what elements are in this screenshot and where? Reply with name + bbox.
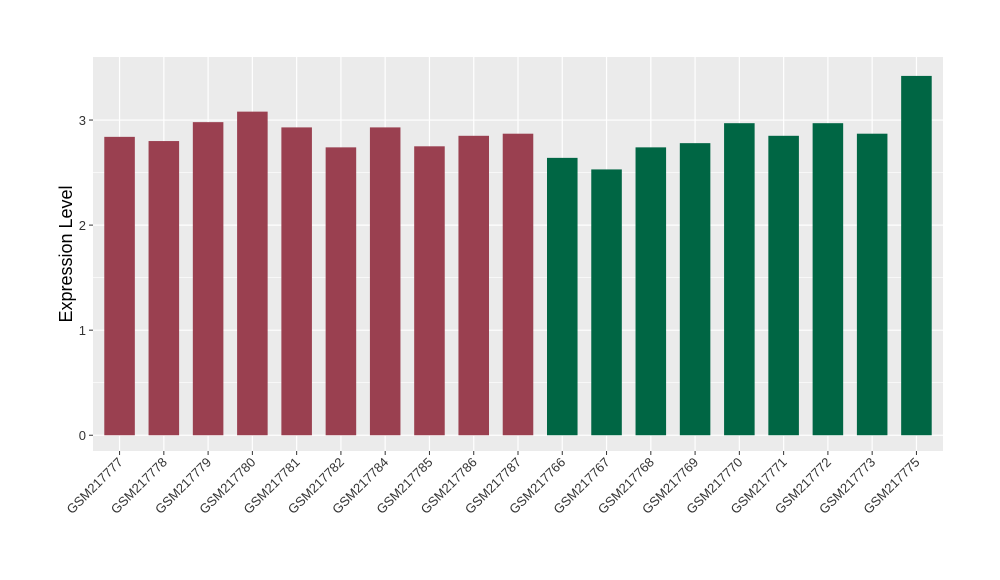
bar-GSM217769 xyxy=(679,143,711,436)
bar-GSM217784 xyxy=(369,127,401,436)
bar-GSM217771 xyxy=(768,135,799,436)
bar-GSM217770 xyxy=(724,123,755,436)
y-axis-ticks: 0 1 2 3 xyxy=(79,113,93,443)
bar-GSM217779 xyxy=(192,122,224,436)
bar-GSM217781 xyxy=(281,127,312,436)
bar-GSM217772 xyxy=(812,123,844,436)
bar-GSM217766 xyxy=(546,157,578,436)
bars xyxy=(104,75,932,436)
y-tick-label: 0 xyxy=(79,428,86,443)
y-axis-label: Expression Level xyxy=(56,185,76,322)
bar-GSM217767 xyxy=(591,169,622,436)
bar-GSM217773 xyxy=(856,133,888,436)
bar-GSM217785 xyxy=(414,146,445,436)
y-tick-label: 1 xyxy=(79,323,86,338)
bar-GSM217787 xyxy=(502,133,534,436)
x-axis-ticks: GSM217777GSM217778GSM217779GSM217780GSM2… xyxy=(63,451,923,517)
bar-GSM217782 xyxy=(325,147,357,436)
bar-GSM217786 xyxy=(458,135,490,436)
bar-GSM217777 xyxy=(104,136,135,436)
bar-GSM217778 xyxy=(148,141,180,436)
bar-GSM217775 xyxy=(901,75,932,436)
bar-GSM217768 xyxy=(635,147,667,436)
y-tick-label: 2 xyxy=(79,218,86,233)
y-tick-label: 3 xyxy=(79,113,86,128)
bar-GSM217780 xyxy=(237,111,268,436)
